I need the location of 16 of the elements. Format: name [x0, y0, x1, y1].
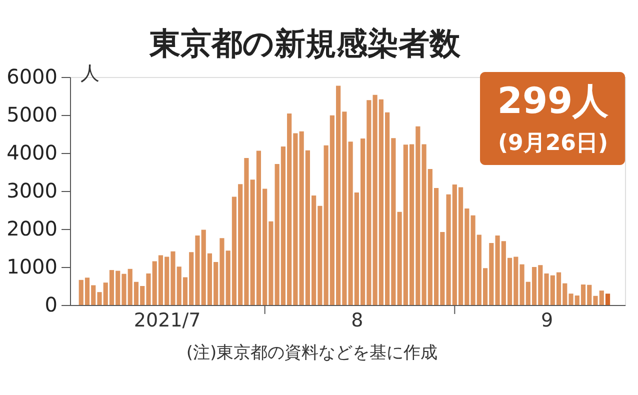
y-tick-label: 2000	[6, 216, 58, 240]
annotation: 299人	[497, 81, 609, 122]
y-tick-label: 3000	[6, 178, 58, 202]
x-tick-label: 9	[540, 310, 554, 332]
y-tick-label: 0	[44, 292, 58, 316]
y-tick-label: 1000	[6, 254, 58, 278]
y-tick-label: 4000	[6, 140, 58, 164]
y-tick-label: 6000	[6, 64, 58, 88]
chart-title: 東京都の新規感染者数	[148, 26, 462, 62]
x-tick-label: 2021/7	[134, 310, 201, 332]
text: (注)東京都の資料などを基に作成	[186, 343, 438, 363]
y-tick-label: 5000	[6, 102, 58, 126]
annotation: (9月26日)	[498, 131, 608, 156]
bar	[605, 294, 610, 305]
y-axis-title: 人	[80, 62, 100, 84]
x-tick-label: 8	[351, 310, 364, 332]
